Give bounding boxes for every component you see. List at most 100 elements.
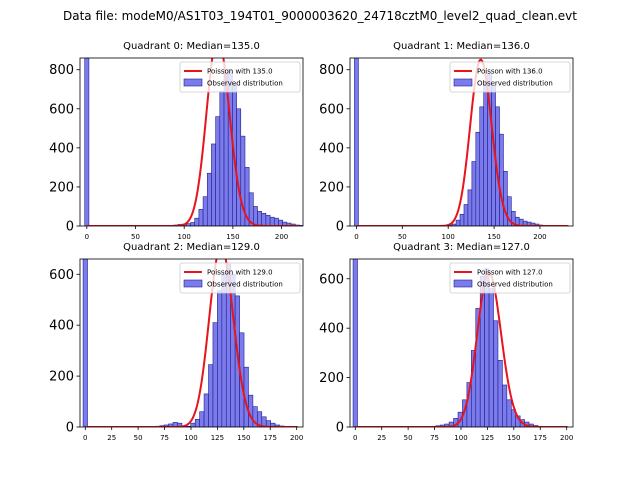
x-tick-label: 200 <box>275 233 288 241</box>
histogram-bar-zero <box>354 58 359 226</box>
axes-frame <box>79 57 304 227</box>
histogram-bar <box>177 422 183 427</box>
figure-suptitle: Data file: modeM0/AS1T03_194T01_90000036… <box>63 9 577 23</box>
histogram-bar <box>463 204 469 226</box>
histogram-bar <box>471 161 477 226</box>
legend-label-poisson: Poisson with 135.0 <box>207 68 273 76</box>
axes-frame <box>349 57 574 227</box>
legend: Poisson with 127.0 Observed distribution <box>449 262 571 294</box>
histogram-bar <box>459 213 465 226</box>
histogram-bar <box>236 108 242 226</box>
histogram-bar <box>206 172 212 226</box>
y-tick-label: 600 <box>49 102 74 117</box>
x-tick-label: 50 <box>131 233 140 241</box>
histogram-bar <box>227 69 233 226</box>
legend: Poisson with 135.0 Observed distribution <box>179 61 301 93</box>
histogram-bar <box>253 206 258 226</box>
histogram-bar <box>211 143 216 226</box>
y-tick-label: 0 <box>66 220 74 235</box>
histogram-bar <box>194 419 200 427</box>
y-tick-label: 800 <box>49 63 74 78</box>
histogram-bar <box>217 290 223 427</box>
legend-label-observed: Observed distribution <box>477 281 553 289</box>
histogram-bar <box>479 106 485 226</box>
subplot-title: Quadrant 3: Median=127.0 <box>393 242 530 253</box>
y-tick-label: 400 <box>319 322 344 337</box>
subplot-title: Quadrant 0: Median=135.0 <box>123 41 260 52</box>
histogram-bar <box>215 116 221 226</box>
histogram-bar <box>212 322 218 427</box>
legend-box <box>449 262 571 294</box>
legend-box <box>179 262 301 294</box>
x-tick-label: 0 <box>353 434 357 442</box>
y-tick-label: 600 <box>319 272 344 287</box>
x-tick-label: 75 <box>160 434 169 442</box>
x-tick-label: 100 <box>454 434 467 442</box>
histogram-bar <box>265 214 271 226</box>
histogram-bar <box>455 219 461 226</box>
x-tick-label: 125 <box>481 434 494 442</box>
histogram-bar <box>221 273 227 427</box>
subplot-quadrant-1: Quadrant 1: Median=136.0 0 50 100 150 200 0 200… <box>319 41 574 241</box>
axes-frame <box>79 258 304 428</box>
histogram-bar <box>261 213 267 226</box>
legend-bar-swatch <box>183 78 203 87</box>
histogram-bar <box>503 171 508 226</box>
histogram-bar <box>483 83 488 226</box>
subplot-title: Quadrant 1: Median=136.0 <box>393 41 530 52</box>
histogram-bar <box>488 288 494 427</box>
histogram-bar <box>194 217 200 226</box>
histogram-bar <box>198 209 204 226</box>
subplot-title: Quadrant 2: Median=129.0 <box>123 242 260 253</box>
x-tick-label: 75 <box>430 434 439 442</box>
y-tick-label: 600 <box>319 102 344 117</box>
x-tick-label: 0 <box>354 233 358 241</box>
histogram-bar <box>199 411 205 427</box>
x-tick-label: 100 <box>442 233 455 241</box>
x-tick-label: 25 <box>377 434 386 442</box>
legend-label-observed: Observed distribution <box>207 281 283 289</box>
x-tick-label: 175 <box>264 434 277 442</box>
bar-series <box>354 58 544 226</box>
histogram-bar <box>499 133 504 226</box>
y-tick-label: 800 <box>319 63 344 78</box>
legend-label-poisson: Poisson with 129.0 <box>207 269 273 277</box>
x-tick-label: 50 <box>398 233 407 241</box>
legend-label-observed: Observed distribution <box>477 80 553 88</box>
histogram-bar <box>203 393 209 427</box>
axes-frame <box>349 258 574 428</box>
x-tick-label: 125 <box>211 434 224 442</box>
x-tick-label: 150 <box>226 233 239 241</box>
y-tick-label: 400 <box>49 141 74 156</box>
x-tick-label: 200 <box>290 434 303 442</box>
histogram-bar <box>202 196 208 226</box>
histogram-bar <box>502 384 508 427</box>
histogram-bar <box>219 90 225 226</box>
x-tick-label: 150 <box>507 434 520 442</box>
x-tick-label: 100 <box>178 233 191 241</box>
histogram-bar <box>273 217 279 226</box>
x-tick-label: 25 <box>107 434 116 442</box>
legend-bar-swatch <box>183 279 203 288</box>
x-tick-label: 200 <box>533 233 546 241</box>
legend-label-poisson: Poisson with 136.0 <box>477 68 543 76</box>
histogram-bar-zero <box>82 259 88 427</box>
y-tick-label: 600 <box>49 268 74 283</box>
histogram-bar <box>257 211 263 226</box>
legend-label-poisson: Poisson with 127.0 <box>477 269 543 277</box>
x-tick-label: 200 <box>560 434 573 442</box>
legend-label-observed: Observed distribution <box>207 80 283 88</box>
subplot-quadrant-3: Quadrant 3: Median=127.0 0 25 50 75 100 125 150… <box>319 242 574 442</box>
y-tick-label: 400 <box>319 141 344 156</box>
histogram-bar <box>493 320 499 427</box>
y-tick-label: 200 <box>49 370 74 385</box>
legend-box <box>179 61 301 93</box>
histogram-bar-zero <box>84 58 90 226</box>
x-tick-label: 0 <box>85 233 89 241</box>
x-tick-label: 175 <box>534 434 547 442</box>
y-tick-label: 200 <box>49 180 74 195</box>
histogram-bar <box>190 222 196 226</box>
poisson-curve <box>85 259 298 427</box>
subplot-quadrant-0: Quadrant 0: Median=135.0 0 50 100 150 200 0 200… <box>49 41 304 241</box>
